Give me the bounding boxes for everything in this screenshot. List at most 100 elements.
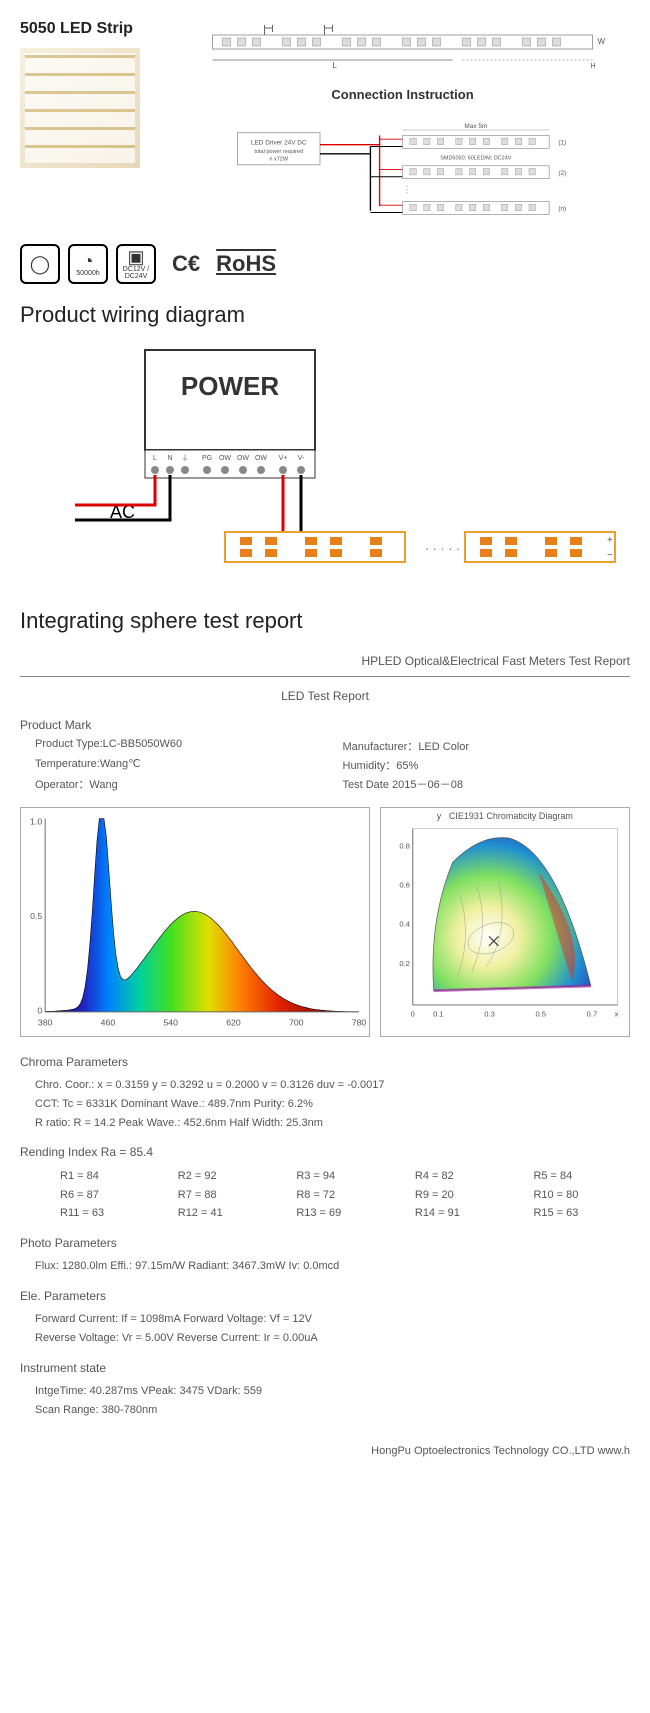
svg-text:. . . . .: . . . . . [425,537,460,553]
svg-text:780: 780 [352,1017,367,1027]
svg-text:LED Driver 24V DC: LED Driver 24V DC [251,140,307,147]
svg-text:SMD5050; 60LED/M; DC24V: SMD5050; 60LED/M; DC24V [440,155,512,161]
svg-text:−: − [607,550,613,561]
svg-text:H: H [591,63,596,70]
svg-text:POWER: POWER [181,371,279,401]
connection-diagram: LED Driver 24V DC total power required n… [175,119,630,229]
rending-title: Rending Index Ra = 85.4 [20,1142,630,1162]
svg-text:OW: OW [219,455,231,462]
svg-text:0.5: 0.5 [535,1009,546,1018]
svg-text:0.1: 0.1 [433,1009,444,1018]
footer: HongPu Optoelectronics Technology CO.,LT… [20,1445,630,1457]
instrument-l1: IntgeTime: 40.287ms VPeak: 3475 VDark: 5… [20,1382,630,1401]
svg-text:700: 700 [289,1017,304,1027]
svg-text:1.0: 1.0 [30,816,42,826]
svg-text:L: L [153,455,157,462]
ri-cell: R2 = 92 [178,1167,275,1186]
product-mark: Product Mark Product Type:LC-BB5050W60 M… [20,718,630,792]
svg-text:⋮: ⋮ [403,184,412,194]
svg-text:460: 460 [101,1017,116,1027]
ri-cell: R12 = 41 [178,1204,275,1223]
chroma-coor: Chro. Coor.: x = 0.3159 y = 0.3292 u = 0… [20,1076,630,1095]
report-divider [20,676,630,677]
ri-cell: R3 = 94 [296,1167,393,1186]
svg-text:⏚: ⏚ [182,454,189,462]
svg-text:W: W [598,37,606,46]
connection-title: Connection Instruction [175,87,630,102]
mark-title: Product Mark [20,718,630,732]
rending-grid: R1 = 84 R2 = 92 R3 = 94 R4 = 82 R5 = 84 R6 = … [20,1167,630,1223]
icons-row: ◯ ◔50000h ▣DC12V / DC24V C€ RoHS [20,244,630,284]
chroma-title: Chroma Parameters [20,1052,630,1072]
ri-cell: R4 = 82 [415,1167,512,1186]
svg-text:OW: OW [237,455,249,462]
chroma-ratio: R ratio: R = 14.2 Peak Wave.: 452.6nm Ha… [20,1114,630,1133]
svg-text:0: 0 [410,1009,414,1018]
instrument-title: Instrument state [20,1358,630,1378]
wiring-title: Product wiring diagram [20,302,630,328]
wiring-diagram: POWER LN⏚ PGOWOWOW V+V- AC . . . . . + − [20,340,630,570]
instrument-l2: Scan Range: 380-780nm [20,1401,630,1420]
ri-cell: R11 = 63 [60,1204,156,1223]
test-report-title: Integrating sphere test report [20,608,630,634]
svg-text:total power required: total power required [254,149,303,155]
ri-cell: R5 = 84 [533,1167,630,1186]
chroma-cct: CCT: Tc = 6331K Dominant Wave.: 489.7nm … [20,1095,630,1114]
svg-text:PG: PG [202,455,212,462]
product-type-row: Product Type:LC-BB5050W60 [35,738,323,754]
svg-text:0.4: 0.4 [399,920,410,929]
dimmable-icon: ◯ [20,244,60,284]
svg-text:620: 620 [226,1017,241,1027]
svg-text:L: L [333,61,338,70]
ri-cell: R1 = 84 [60,1167,156,1186]
ele-l2: Reverse Voltage: Vr = 5.00V Reverse Curr… [20,1329,630,1348]
ce-mark: C€ [172,251,200,277]
page-container: 5050 LED Strip L W H Connection Instruct… [0,0,650,1477]
ri-cell: R14 = 91 [415,1204,512,1223]
manufacturer-row: Manufacturer：LED Color [343,738,631,754]
header-row: 5050 LED Strip L W H Connection Instruct… [20,20,630,229]
svg-text:0.3: 0.3 [484,1009,495,1018]
svg-text:0.7: 0.7 [586,1009,597,1018]
svg-text:540: 540 [163,1017,178,1027]
svg-text:Max 5m: Max 5m [464,123,487,130]
rohs-mark: RoHS [216,251,276,277]
voltage-icon: ▣DC12V / DC24V [116,244,156,284]
svg-text:(1): (1) [558,140,566,147]
operator-row: Operator：Wang [35,776,323,792]
svg-text:0.8: 0.8 [399,841,410,850]
svg-text:(2): (2) [558,170,566,177]
ele-l1: Forward Current: If = 1098mA Forward Vol… [20,1310,630,1329]
report-subtitle: LED Test Report [20,689,630,703]
svg-text:0.2: 0.2 [399,959,410,968]
svg-text:V-: V- [298,455,305,462]
ri-cell: R8 = 72 [296,1186,393,1205]
svg-text:380: 380 [38,1017,53,1027]
ri-cell: R6 = 87 [60,1186,156,1205]
charts-row: 380460540620700780 00.51.0 y CIE1931 Chr… [20,807,630,1037]
svg-text:x: x [614,1009,618,1018]
svg-text:(n): (n) [558,206,566,213]
led-strip-photo [20,48,140,168]
strip-diagrams: L W H Connection Instruction LED Driver … [175,20,630,229]
lifetime-icon: ◔50000h [68,244,108,284]
svg-text:0.5: 0.5 [30,911,42,921]
main-title: 5050 LED Strip [20,20,160,38]
svg-text:V+: V+ [279,455,288,462]
humidity-row: Humidity：65% [343,757,631,773]
ri-cell: R13 = 69 [296,1204,393,1223]
title-block: 5050 LED Strip [20,20,160,229]
ri-cell: R15 = 63 [533,1204,630,1223]
svg-text:OW: OW [255,455,267,462]
spectrum-chart: 380460540620700780 00.51.0 [20,807,370,1037]
svg-text:0.6: 0.6 [399,880,410,889]
parameters: Chroma Parameters Chro. Coor.: x = 0.315… [20,1052,630,1420]
photo-line: Flux: 1280.0lm Effi.: 97.15m/W Radiant: … [20,1257,630,1276]
strip-dimension-diagram: L W H [175,20,630,70]
report-header: HPLED Optical&Electrical Fast Meters Tes… [20,654,630,668]
ri-cell: R9 = 20 [415,1186,512,1205]
svg-text:n x72W: n x72W [269,156,288,162]
svg-text:+: + [607,535,613,546]
photo-title: Photo Parameters [20,1233,630,1253]
svg-text:N: N [167,455,172,462]
